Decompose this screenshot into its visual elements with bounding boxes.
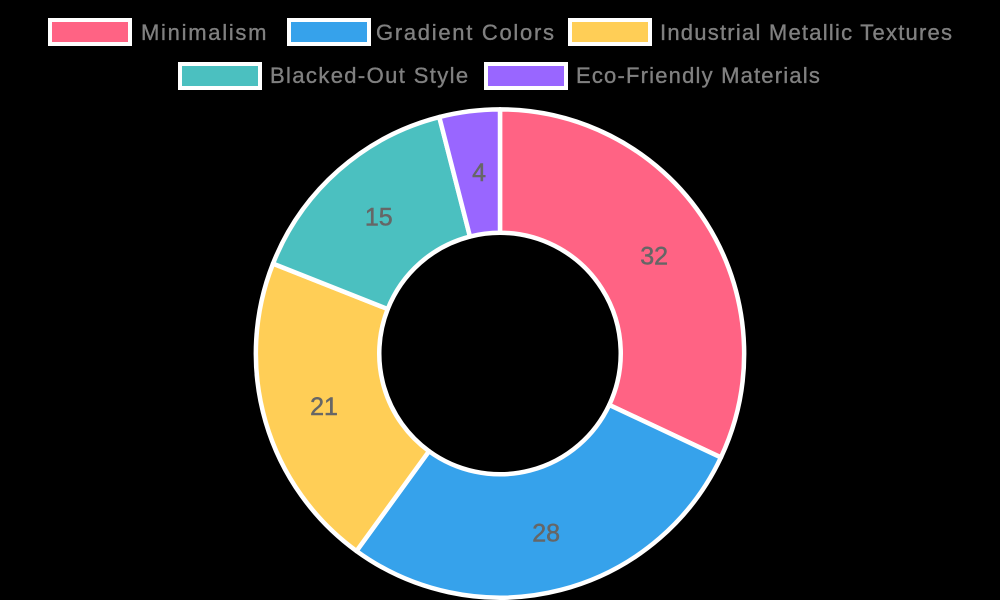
svg-text:28: 28: [532, 519, 560, 547]
svg-text:15: 15: [365, 203, 393, 231]
svg-text:32: 32: [640, 243, 668, 271]
svg-text:4: 4: [472, 159, 486, 187]
svg-text:21: 21: [310, 393, 338, 421]
